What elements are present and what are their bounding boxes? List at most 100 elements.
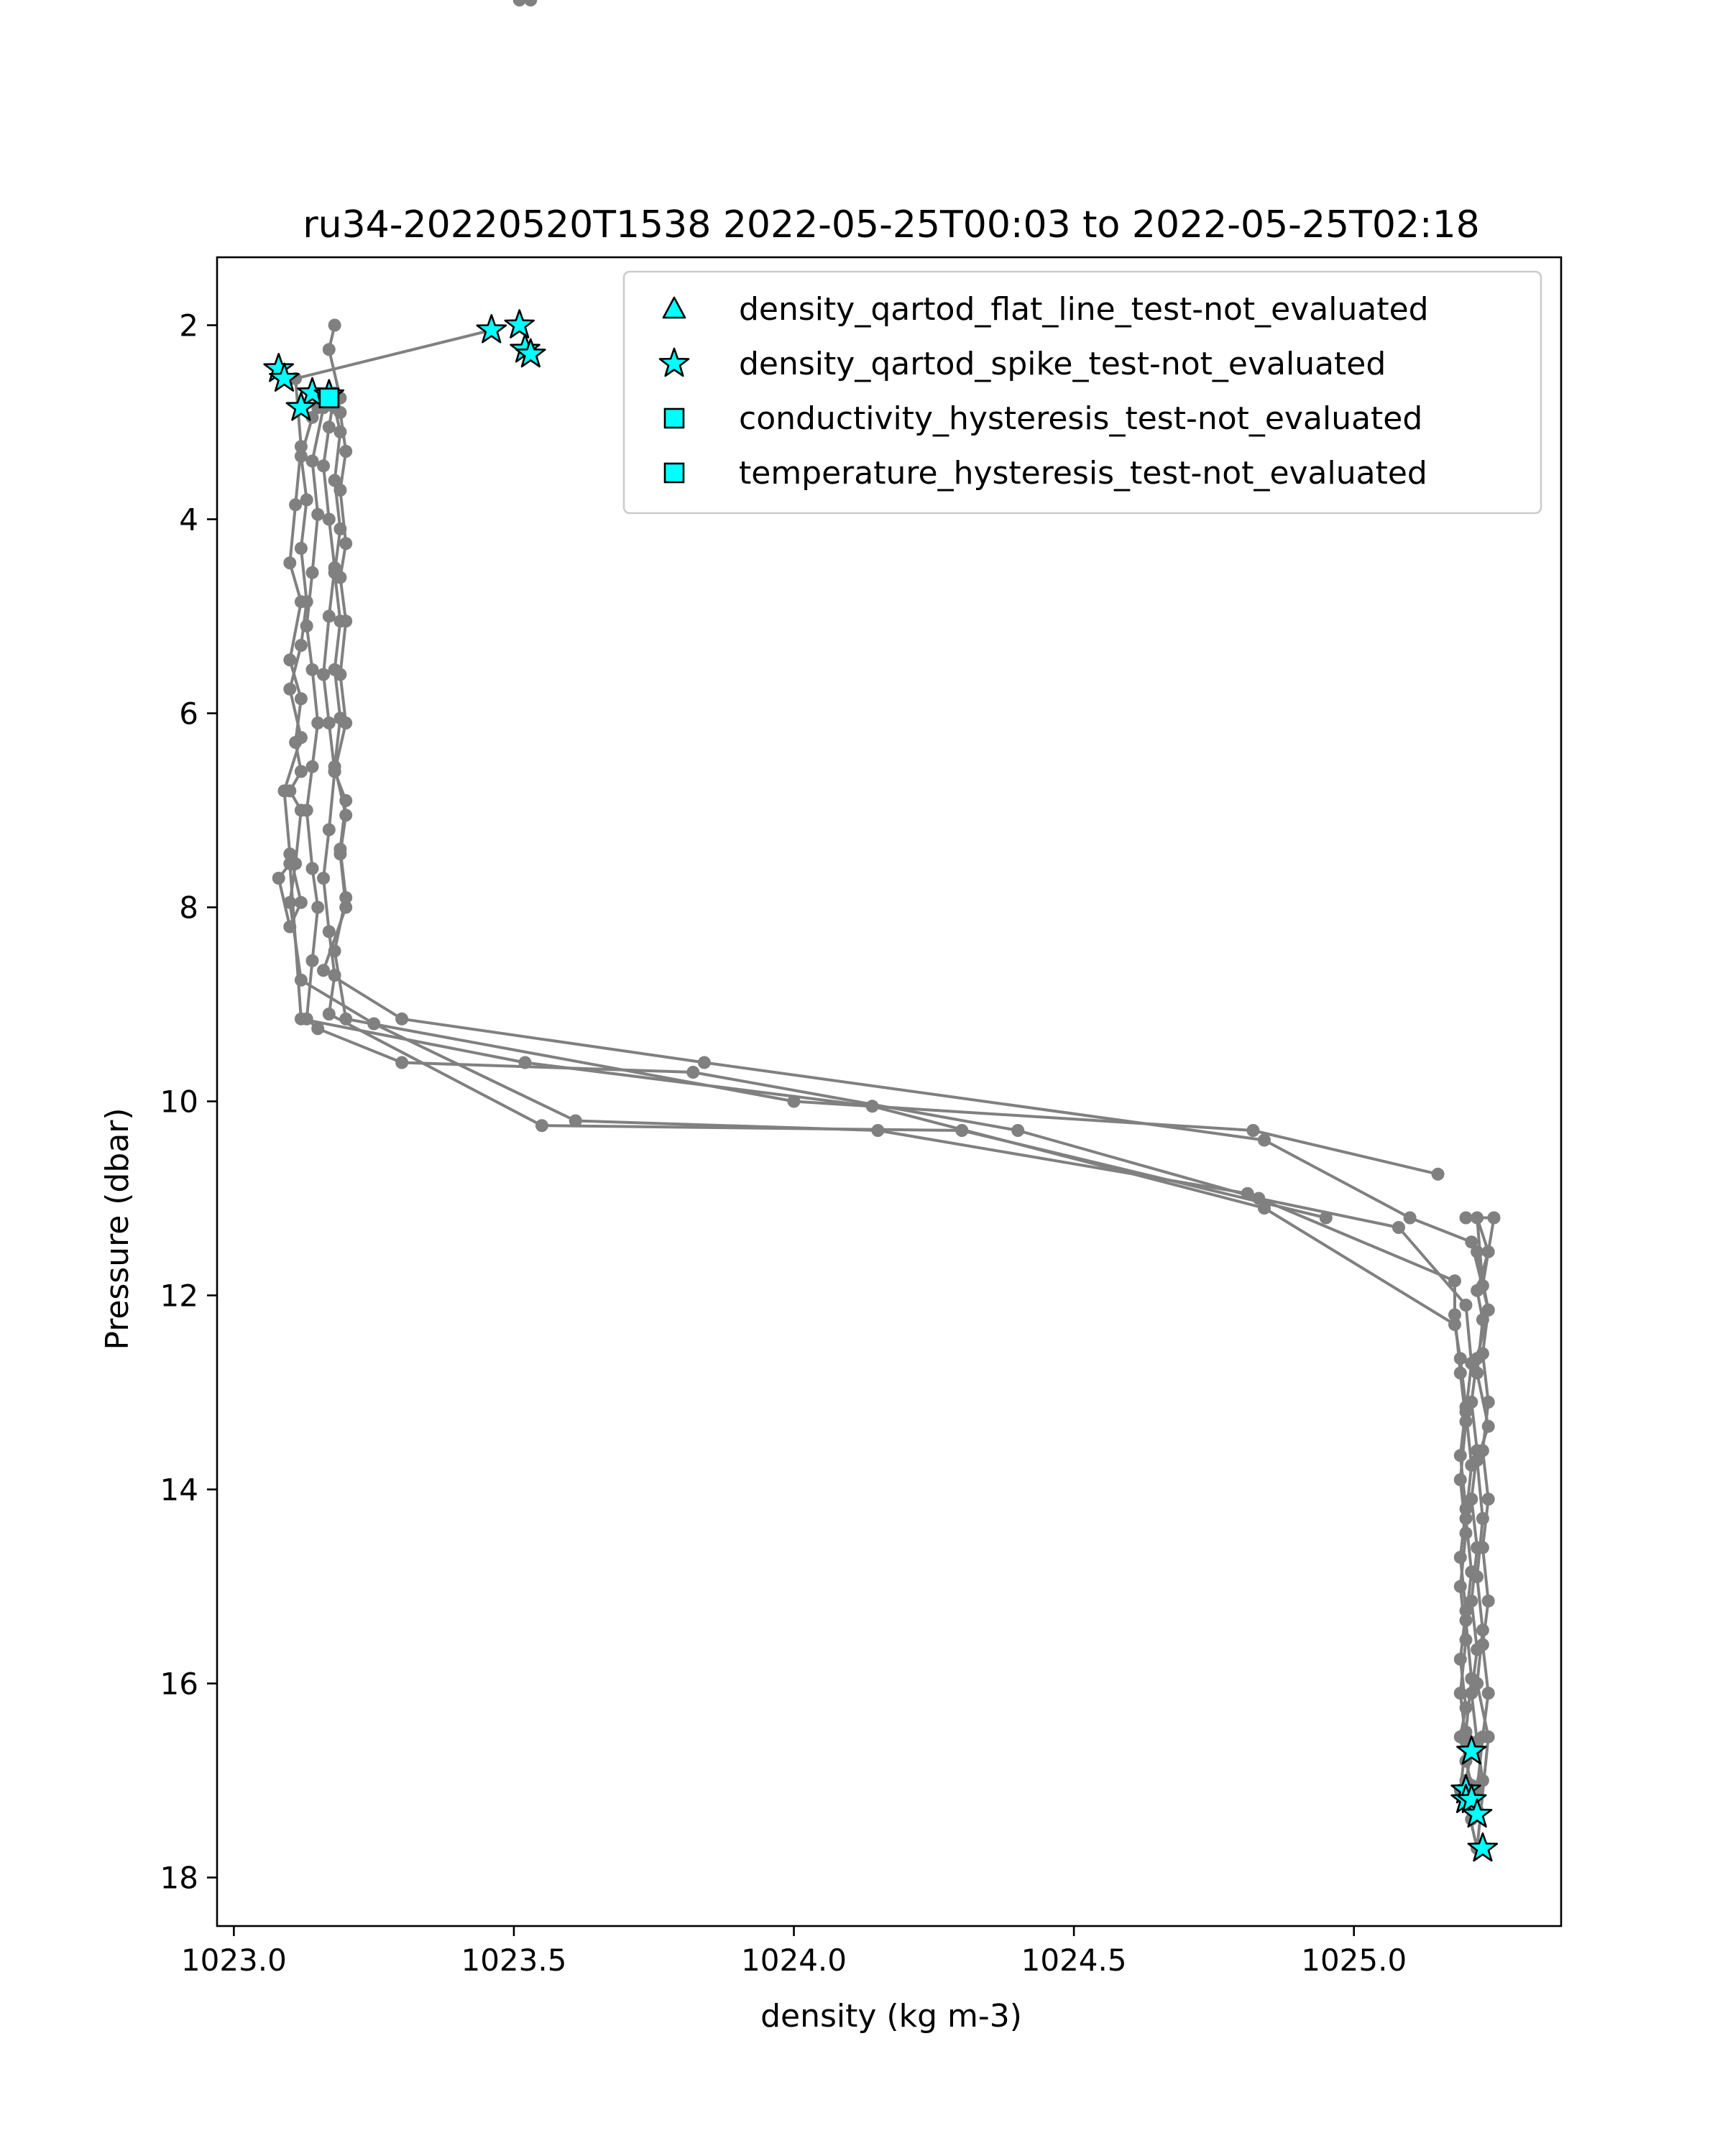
profile-point bbox=[283, 920, 297, 934]
profile-point bbox=[300, 493, 313, 507]
profile-point bbox=[305, 760, 319, 773]
profile-point bbox=[1392, 1221, 1405, 1234]
profile-point bbox=[305, 566, 319, 579]
profile-point bbox=[1011, 1124, 1025, 1137]
profile-point bbox=[865, 1100, 879, 1113]
profile-point bbox=[1448, 1308, 1461, 1322]
plot-frame bbox=[216, 256, 1563, 1927]
profile-point bbox=[1459, 1502, 1473, 1516]
profile-point bbox=[294, 731, 308, 745]
profile-point bbox=[1471, 1366, 1484, 1380]
profile-point bbox=[300, 595, 313, 609]
profile-point bbox=[283, 653, 297, 667]
profile-point bbox=[1471, 1211, 1484, 1225]
profile-point bbox=[289, 498, 303, 512]
profile-point bbox=[1481, 1687, 1495, 1700]
profile-point bbox=[300, 803, 313, 817]
profile-point bbox=[317, 872, 330, 885]
profile-point bbox=[322, 343, 336, 356]
profile-point bbox=[395, 1056, 409, 1069]
profile-point bbox=[1471, 1245, 1484, 1258]
profile-point bbox=[535, 1119, 548, 1133]
profile-point bbox=[294, 765, 308, 778]
profile-point bbox=[305, 954, 319, 967]
profile-point bbox=[322, 925, 336, 939]
flag-point-star bbox=[476, 313, 507, 344]
profile-point bbox=[1459, 1211, 1473, 1225]
profile-point bbox=[311, 1022, 325, 1036]
profile-point bbox=[339, 891, 353, 904]
profile-point bbox=[277, 784, 291, 798]
profile-point bbox=[1453, 1352, 1467, 1365]
profile-point bbox=[686, 1066, 700, 1079]
profile-point bbox=[518, 1056, 532, 1069]
profile-point bbox=[334, 425, 347, 438]
profile-point bbox=[294, 895, 308, 909]
profile-point bbox=[1453, 1551, 1467, 1564]
profile-point bbox=[1481, 1396, 1495, 1409]
y-tick-label: 6 bbox=[179, 696, 198, 732]
profile-point bbox=[1403, 1211, 1417, 1225]
profile-point bbox=[1465, 1672, 1478, 1685]
legend-star-marker bbox=[658, 347, 690, 377]
profile-point bbox=[328, 474, 341, 487]
profile-point bbox=[334, 711, 347, 725]
profile-point bbox=[1476, 1623, 1489, 1637]
profile-point bbox=[300, 619, 313, 632]
legend-entry-label: density_qartod_flat_line_test-not_evalua… bbox=[739, 291, 1429, 328]
profile-point bbox=[1459, 1415, 1473, 1428]
flag-point-star bbox=[504, 309, 535, 338]
y-tick-label: 2 bbox=[179, 308, 198, 344]
profile-point bbox=[1258, 1133, 1271, 1147]
legend-box bbox=[622, 270, 1542, 515]
profile-point bbox=[955, 1124, 969, 1137]
legend-entry-label: density_qartod_spike_test-not_evaluated bbox=[739, 346, 1386, 382]
profile-point bbox=[328, 760, 341, 773]
profile-point bbox=[283, 857, 297, 870]
profile-point bbox=[367, 1017, 381, 1031]
profile-point bbox=[1459, 1299, 1473, 1312]
profile-point bbox=[1448, 1318, 1461, 1331]
profile-point bbox=[1465, 1565, 1478, 1579]
profile-point bbox=[1459, 1604, 1473, 1618]
profile-point bbox=[1481, 1419, 1495, 1433]
profile-point bbox=[1453, 1449, 1467, 1462]
profile-point bbox=[334, 484, 347, 497]
profile-point bbox=[294, 440, 308, 453]
profile-point bbox=[294, 449, 308, 463]
profile-point bbox=[1448, 1274, 1461, 1288]
profile-point bbox=[1481, 1245, 1495, 1258]
profile-point bbox=[283, 556, 297, 570]
profile-point bbox=[305, 663, 319, 676]
y-axis: 2 4 6 8 10 12 14 16 18 bbox=[160, 308, 217, 1896]
y-axis-label: Pressure (dbar) bbox=[99, 1107, 136, 1350]
profile-point bbox=[328, 318, 341, 332]
profile-point bbox=[1453, 1473, 1467, 1486]
profile-point bbox=[294, 1012, 308, 1026]
profile-point bbox=[294, 692, 308, 706]
profile-point bbox=[1459, 1512, 1473, 1525]
x-tick-label: 1024.5 bbox=[1021, 1943, 1127, 1978]
y-tick-label: 14 bbox=[160, 1473, 198, 1508]
profile-point bbox=[339, 808, 353, 822]
profile-point bbox=[524, 0, 538, 6]
profile-point bbox=[317, 964, 330, 977]
legend: density_qartod_flat_line_test-not_evalua… bbox=[622, 270, 1542, 515]
profile-point bbox=[569, 1114, 582, 1128]
profile-point bbox=[322, 1008, 336, 1021]
profile-point bbox=[339, 445, 353, 458]
profile-point bbox=[322, 512, 336, 526]
profile-point bbox=[1465, 1594, 1478, 1608]
flag-point-star bbox=[1467, 1832, 1499, 1862]
profile-point bbox=[334, 522, 347, 535]
profile-point bbox=[311, 717, 325, 729]
profile-point bbox=[283, 847, 297, 861]
profile-point bbox=[512, 0, 526, 6]
profile-point bbox=[1459, 1633, 1473, 1646]
profile-point bbox=[1453, 1652, 1467, 1666]
profile-point bbox=[1476, 1279, 1489, 1292]
legend-entry-label: conductivity_hysteresis_test-not_evaluat… bbox=[739, 400, 1422, 437]
profile-point bbox=[1465, 1458, 1478, 1472]
profile-point bbox=[328, 566, 341, 579]
